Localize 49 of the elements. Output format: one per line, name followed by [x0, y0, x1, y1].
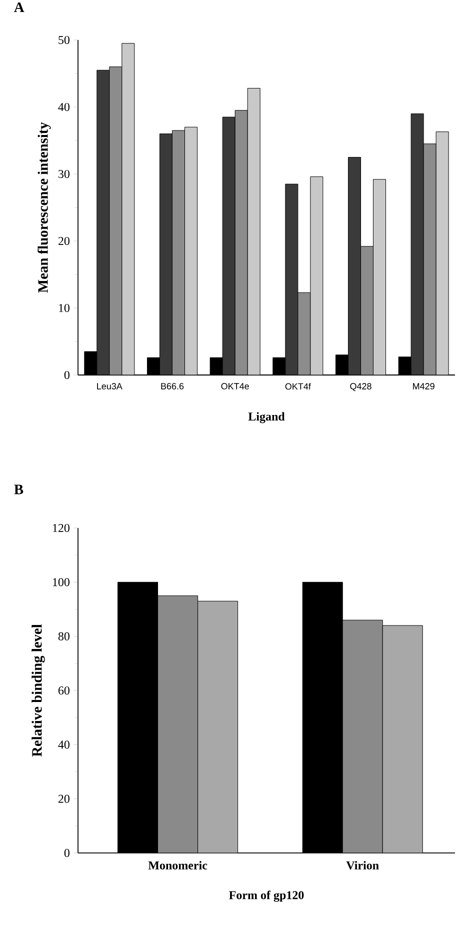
x-tick-label: Monomeric	[148, 861, 208, 870]
y-tick-label: 50	[58, 36, 70, 44]
x-tick-label: Virion	[346, 861, 379, 870]
y-tick-label: 0	[64, 370, 70, 380]
bar	[198, 600, 238, 853]
x-tick-label: OKT4e	[221, 383, 249, 390]
x-tick-label: B66.6	[161, 383, 184, 390]
y-tick-label: 20	[58, 794, 70, 803]
y-tick-label: 80	[58, 632, 70, 640]
bar	[247, 88, 260, 375]
bar	[298, 292, 311, 375]
bar	[285, 184, 298, 375]
bar	[310, 176, 324, 375]
bar	[360, 246, 374, 375]
bar	[436, 132, 449, 375]
bar	[348, 156, 361, 375]
y-axis-title: Mean fluorescence intensity	[38, 122, 51, 293]
bar	[109, 66, 122, 375]
y-tick-label: 100	[52, 578, 70, 586]
y-axis-title: Relative binding level	[32, 624, 45, 757]
y-tick-label: 40	[58, 102, 70, 112]
bar	[410, 113, 424, 375]
x-tick-label: M429	[413, 383, 434, 390]
bar	[96, 70, 110, 375]
bar	[342, 620, 383, 853]
x-tick-label: Leu3A	[97, 383, 122, 390]
bar	[184, 126, 198, 375]
bar	[382, 625, 423, 853]
bar	[423, 144, 436, 375]
y-tick-label: 120	[52, 524, 70, 532]
chart-title: A	[14, 2, 24, 12]
bar	[172, 130, 185, 375]
x-axis-title: Form of gp120	[229, 890, 304, 902]
x-tick-label: Q428	[350, 383, 372, 392]
bar	[222, 116, 236, 375]
chart-title: B	[14, 484, 24, 494]
y-tick-label: 0	[64, 848, 70, 858]
x-axis-title: Ligand	[248, 412, 285, 424]
y-tick-label: 20	[58, 236, 70, 246]
bar	[159, 134, 172, 375]
bar	[234, 110, 248, 375]
bar	[158, 595, 198, 853]
bar	[122, 43, 135, 375]
y-tick-label: 40	[58, 740, 70, 749]
x-tick-label: OKT4f	[285, 383, 311, 390]
y-tick-label: 30	[58, 170, 70, 178]
y-tick-label: 10	[59, 304, 70, 312]
y-tick-label: 60	[58, 686, 70, 695]
bar	[372, 179, 386, 375]
